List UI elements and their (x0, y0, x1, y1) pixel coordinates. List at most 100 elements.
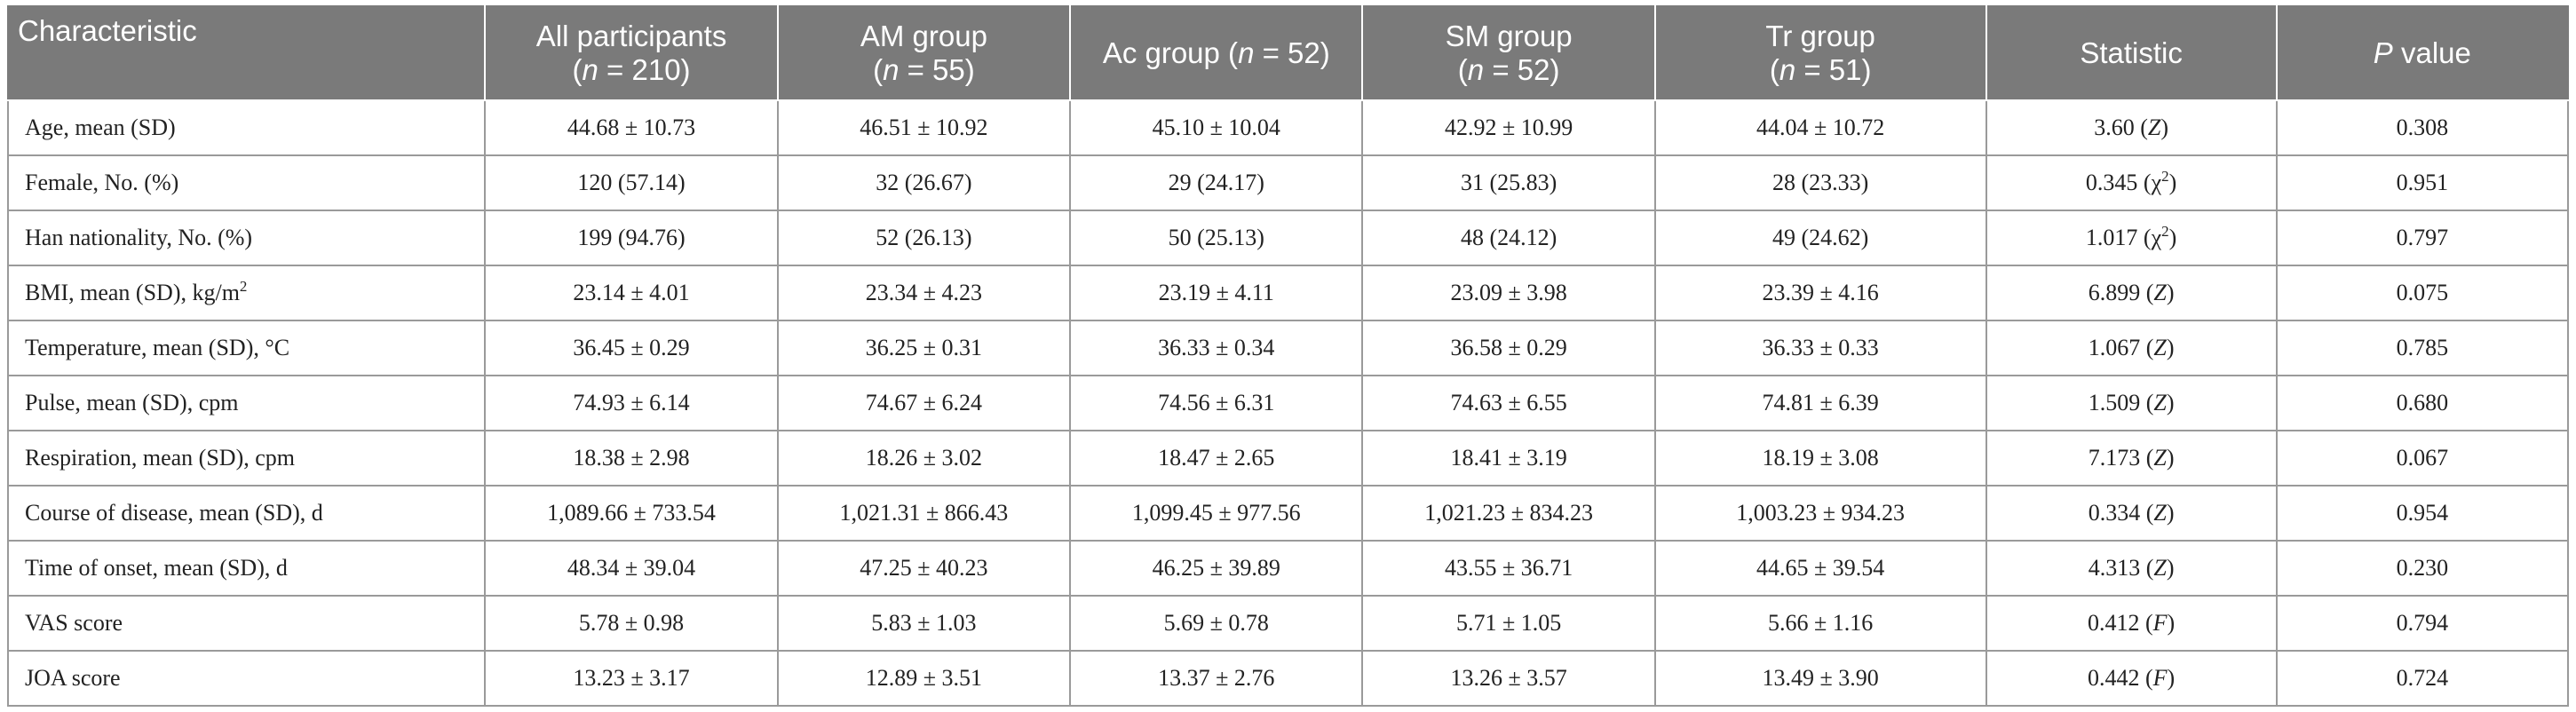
baseline-characteristics-table-container: Characteristic All participants (n = 210… (6, 5, 2570, 707)
statistic-value: 0.345 (2085, 170, 2138, 195)
statistic-value: 7.173 (2088, 445, 2141, 471)
header-ac-group-title: Ac group (n = 52) (1080, 36, 1352, 70)
table-row: Female, No. (%) 120 (57.14) 32 (26.67) 29 (… (6, 154, 2570, 211)
header-paren: ( (572, 53, 583, 86)
statistic-value: 0.442 (2087, 665, 2140, 691)
table-row: VAS score 5.78 ± 0.98 5.83 ± 1.03 5.69 ± 0.… (6, 595, 2570, 652)
statistic-symbol: Z (2153, 335, 2167, 360)
statistic-symbol: Z (2153, 445, 2167, 471)
cell-ac-group: 29 (24.17) (1069, 154, 1364, 211)
cell-all-participants: 1,089.66 ± 733.54 (484, 485, 779, 542)
header-n-value: = 210) (598, 53, 691, 86)
cell-statistic: 7.173 (Z) (1985, 430, 2278, 487)
cell-ac-group: 46.25 ± 39.89 (1069, 540, 1364, 597)
cell-statistic: 1.509 (Z) (1985, 375, 2278, 431)
header-all-participants: All participants (n = 210) (484, 5, 779, 101)
cell-sm-group: 23.09 ± 3.98 (1361, 265, 1656, 321)
cell-tr-group: 5.66 ± 1.16 (1653, 595, 1987, 652)
statistic-symbol: χ (2151, 225, 2162, 250)
cell-tr-group: 28 (23.33) (1653, 154, 1987, 211)
header-am-group-title: AM group (860, 20, 987, 52)
statistic-symbol: Z (2153, 280, 2167, 305)
row-label-cell: Han nationality, No. (%) (6, 210, 487, 266)
cell-am-group: 74.67 ± 6.24 (776, 375, 1072, 431)
row-label: Temperature, mean (SD), °C (25, 335, 290, 360)
cell-tr-group: 49 (24.62) (1653, 210, 1987, 266)
header-n-value: = 52) (1484, 53, 1560, 86)
header-sm-group-title: SM group (1445, 20, 1573, 52)
statistic-symbol: Z (2147, 115, 2161, 140)
header-ac-group: Ac group (n = 52) (1069, 5, 1364, 101)
table-row: Time of onset, mean (SD), d 48.34 ± 39.04… (6, 540, 2570, 597)
header-am-group: AM group (n = 55) (776, 5, 1072, 101)
cell-p-value: 0.951 (2275, 154, 2570, 211)
row-label-superscript: 2 (239, 278, 248, 295)
cell-tr-group: 44.65 ± 39.54 (1653, 540, 1987, 597)
cell-sm-group: 5.71 ± 1.05 (1361, 595, 1656, 652)
cell-all-participants: 5.78 ± 0.98 (484, 595, 779, 652)
statistic-value: 1.067 (2088, 335, 2141, 360)
cell-p-value: 0.954 (2275, 485, 2570, 542)
cell-tr-group: 1,003.23 ± 934.23 (1653, 485, 1987, 542)
header-paren: ( (1457, 53, 1468, 86)
cell-am-group: 47.25 ± 40.23 (776, 540, 1072, 597)
cell-am-group: 36.25 ± 0.31 (776, 320, 1072, 376)
statistic-value: 1.017 (2085, 225, 2138, 250)
cell-p-value: 0.075 (2275, 265, 2570, 321)
cell-tr-group: 36.33 ± 0.33 (1653, 320, 1987, 376)
cell-ac-group: 13.37 ± 2.76 (1069, 650, 1364, 707)
cell-all-participants: 48.34 ± 39.04 (484, 540, 779, 597)
header-n-value: = 51) (1795, 53, 1872, 86)
cell-tr-group: 74.81 ± 6.39 (1653, 375, 1987, 431)
cell-all-participants: 44.68 ± 10.73 (484, 99, 779, 156)
statistic-symbol: Z (2153, 500, 2167, 526)
header-characteristic-label: Characteristic (18, 14, 197, 47)
header-n-value: = 55) (899, 53, 975, 86)
cell-p-value: 0.680 (2275, 375, 2570, 431)
cell-am-group: 1,021.31 ± 866.43 (776, 485, 1072, 542)
row-label-cell: VAS score (6, 595, 487, 652)
statistic-value: 3.60 (2094, 115, 2135, 140)
header-p-symbol: P (2373, 36, 2393, 69)
header-all-participants-title: All participants (535, 20, 727, 52)
cell-ac-group: 18.47 ± 2.65 (1069, 430, 1364, 487)
statistic-value: 1.509 (2088, 390, 2141, 415)
cell-statistic: 0.412 (F) (1985, 595, 2278, 652)
statistic-superscript: 2 (2161, 223, 2169, 240)
row-label: VAS score (25, 610, 123, 636)
cell-sm-group: 43.55 ± 36.71 (1361, 540, 1656, 597)
cell-am-group: 46.51 ± 10.92 (776, 99, 1072, 156)
header-statistic-label: Statistic (2080, 36, 2183, 69)
row-label: Female, No. (%) (25, 170, 179, 195)
cell-am-group: 23.34 ± 4.23 (776, 265, 1072, 321)
cell-am-group: 5.83 ± 1.03 (776, 595, 1072, 652)
header-row: Characteristic All participants (n = 210… (6, 5, 2570, 101)
cell-ac-group: 5.69 ± 0.78 (1069, 595, 1364, 652)
row-label-cell: JOA score (6, 650, 487, 707)
cell-tr-group: 13.49 ± 3.90 (1653, 650, 1987, 707)
statistic-symbol: Z (2153, 555, 2167, 581)
cell-statistic: 6.899 (Z) (1985, 265, 2278, 321)
cell-statistic: 1.067 (Z) (1985, 320, 2278, 376)
header-p-label: value (2392, 36, 2471, 69)
cell-sm-group: 36.58 ± 0.29 (1361, 320, 1656, 376)
cell-tr-group: 18.19 ± 3.08 (1653, 430, 1987, 487)
cell-all-participants: 18.38 ± 2.98 (484, 430, 779, 487)
cell-am-group: 12.89 ± 3.51 (776, 650, 1072, 707)
table-row: Pulse, mean (SD), cpm 74.93 ± 6.14 74.67 ±… (6, 375, 2570, 431)
header-n-symbol: n (1779, 53, 1796, 86)
cell-p-value: 0.308 (2275, 99, 2570, 156)
header-n-value: = 52) (1254, 36, 1330, 69)
cell-statistic: 0.334 (Z) (1985, 485, 2278, 542)
statistic-value: 6.899 (2088, 280, 2141, 305)
cell-am-group: 18.26 ± 3.02 (776, 430, 1072, 487)
cell-sm-group: 31 (25.83) (1361, 154, 1656, 211)
cell-am-group: 52 (26.13) (776, 210, 1072, 266)
table-row: Temperature, mean (SD), °C 36.45 ± 0.29 36… (6, 320, 2570, 376)
row-label-cell: Course of disease, mean (SD), d (6, 485, 487, 542)
cell-sm-group: 42.92 ± 10.99 (1361, 99, 1656, 156)
statistic-value: 0.412 (2087, 610, 2140, 636)
cell-all-participants: 120 (57.14) (484, 154, 779, 211)
cell-ac-group: 1,099.45 ± 977.56 (1069, 485, 1364, 542)
header-p-value: P value (2275, 5, 2570, 101)
